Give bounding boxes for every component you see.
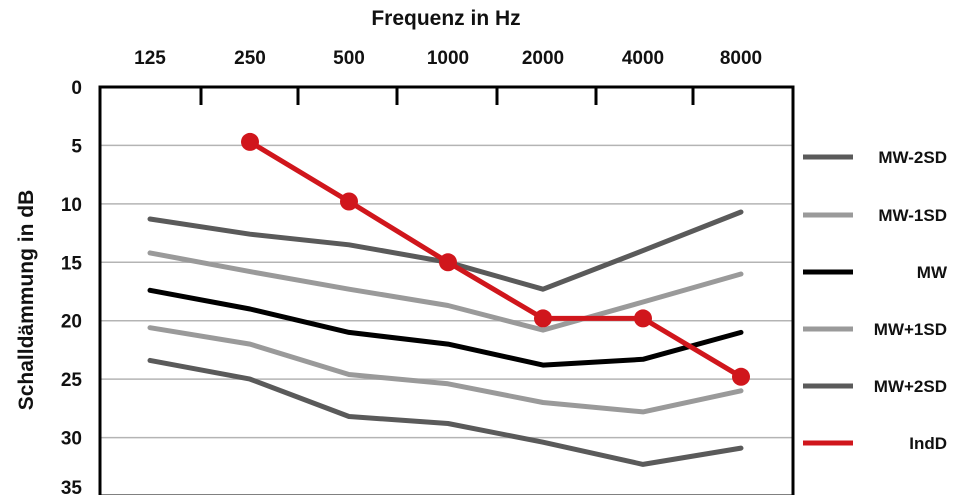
- legend-label: MW: [917, 263, 948, 282]
- data-point: [439, 253, 457, 272]
- y-tick-label: 5: [71, 136, 82, 157]
- x-axis-title: Frequenz in Hz: [371, 7, 520, 30]
- data-point: [634, 309, 652, 328]
- y-tick-label: 35: [61, 478, 83, 495]
- grid-lines: [100, 144, 793, 439]
- data-point: [732, 367, 750, 386]
- series-line-mw-1sd: [147, 325, 744, 415]
- y-tick-label: 15: [61, 253, 83, 274]
- y-tick-labels: 0 5 10 15 20 25 30 35: [61, 78, 83, 495]
- series-line-mw-1sd: [147, 250, 744, 333]
- x-tick-label: 250: [234, 48, 266, 69]
- series-line-mw-2sd: [147, 209, 744, 292]
- data-point: [340, 192, 358, 211]
- x-tick-label: 2000: [522, 48, 564, 69]
- y-tick-label: 25: [61, 370, 83, 391]
- legend-label: MW+2SD: [874, 377, 947, 396]
- x-axis-ticks: [199, 87, 695, 105]
- plot-frame: [98, 85, 795, 495]
- series-line-indd: [247, 139, 744, 380]
- series-line-mw: [147, 287, 744, 368]
- y-axis-title: Schalldämmung in dB: [15, 190, 38, 411]
- legend-label: MW-2SD: [878, 148, 947, 167]
- x-tick-label: 1000: [427, 48, 469, 69]
- x-tick-label: 4000: [622, 48, 664, 69]
- legend-label: MW-1SD: [878, 206, 947, 225]
- data-point: [241, 132, 259, 151]
- series-markers: [241, 132, 750, 386]
- x-tick-labels: 125 250 500 1000 2000 4000 8000: [134, 48, 762, 69]
- y-tick-label: 10: [61, 195, 82, 216]
- series-lines: [147, 139, 744, 467]
- legend: MW-2SD MW-1SD MW MW+1SD MW+2SD IndD: [803, 148, 948, 453]
- x-tick-label: 8000: [720, 48, 762, 69]
- legend-label: MW+1SD: [874, 320, 947, 339]
- series-line-mw-2sd: [147, 357, 744, 467]
- y-tick-label: 0: [71, 78, 82, 99]
- x-tick-label: 125: [134, 48, 166, 69]
- x-tick-label: 500: [333, 48, 365, 69]
- y-tick-label: 20: [61, 312, 82, 333]
- legend-label: IndD: [909, 434, 947, 453]
- data-point: [534, 309, 552, 328]
- y-tick-label: 30: [61, 429, 82, 450]
